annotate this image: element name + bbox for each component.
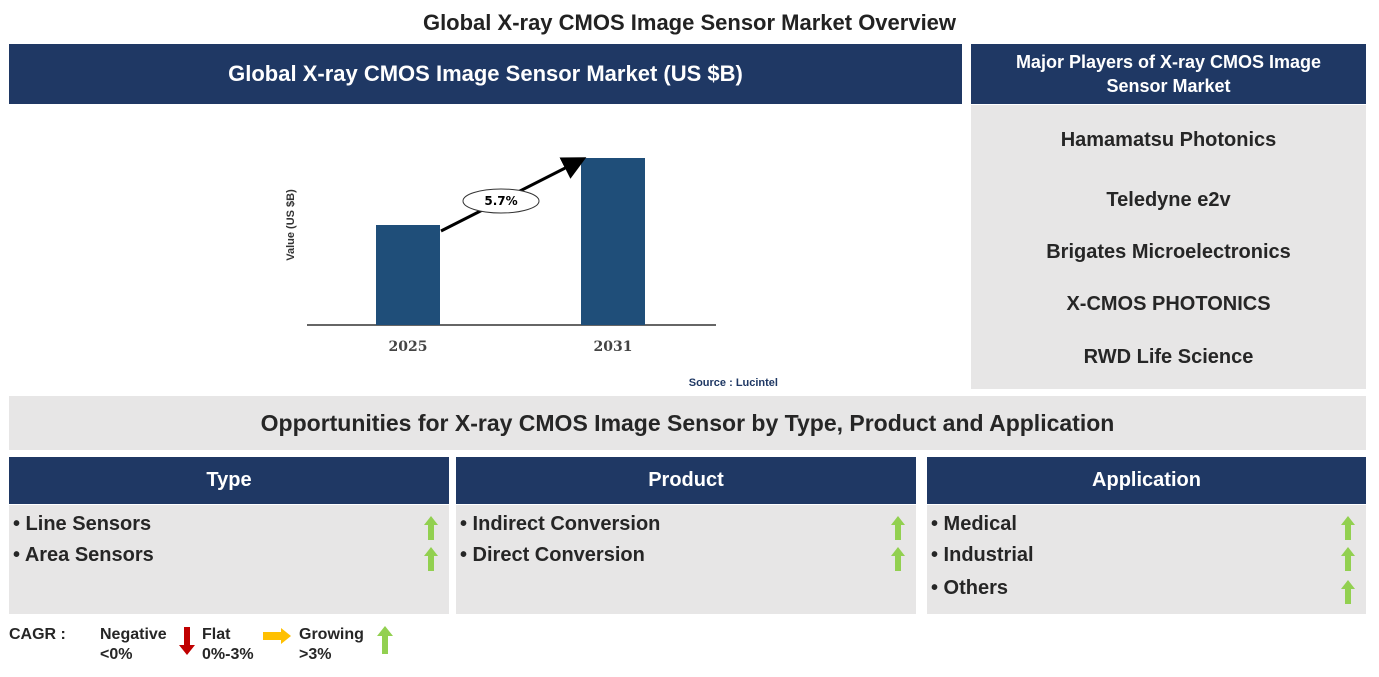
- page-title: Global X-ray CMOS Image Sensor Market Ov…: [422, 10, 957, 35]
- up-arrow-icon: [891, 516, 905, 540]
- down-arrow-icon: [179, 627, 195, 655]
- segment-list: • Indirect Conversion • Direct Conversion: [456, 505, 916, 614]
- players-header: Major Players of X-ray CMOS Image Sensor…: [971, 44, 1366, 104]
- bar-2025: [376, 225, 440, 325]
- right-arrow-icon: [263, 628, 291, 644]
- legend-flat: Flat 0%-3%: [202, 625, 254, 665]
- segment-item: • Line Sensors: [13, 513, 152, 535]
- cagr-ellipse: [462, 188, 540, 214]
- legend-label: CAGR :: [9, 626, 66, 643]
- player-item: Teledyne e2v: [1106, 189, 1231, 211]
- player-item: X-CMOS PHOTONICS: [1066, 293, 1271, 315]
- players-list: Hamamatsu Photonics Teledyne e2v Brigate…: [971, 105, 1366, 389]
- x-tick-label: 2031: [594, 339, 633, 355]
- legend-negative-name: Negative: [100, 626, 167, 643]
- up-arrow-icon: [424, 516, 438, 540]
- market-header: Global X-ray CMOS Image Sensor Market (U…: [9, 44, 962, 104]
- legend-negative-range: <0%: [100, 646, 133, 663]
- segment-item: • Direct Conversion: [460, 544, 645, 566]
- segment-list: • Line Sensors • Area Sensors: [9, 505, 449, 614]
- y-axis-label: Value (US $B): [285, 189, 297, 261]
- segment-item: • Indirect Conversion: [460, 513, 661, 535]
- legend-growing-name: Growing: [299, 626, 364, 643]
- bar-2031: [581, 158, 645, 325]
- up-arrow-icon: [424, 547, 438, 571]
- up-arrow-icon: [1341, 580, 1355, 604]
- opportunities-header: Opportunities for X-ray CMOS Image Senso…: [9, 396, 1366, 450]
- up-arrow-icon: [1341, 547, 1355, 571]
- source-label: Source : Lucintel: [689, 377, 778, 389]
- segment-header: Product: [456, 457, 916, 504]
- legend-negative: Negative <0%: [100, 625, 167, 665]
- segment-header: Type: [9, 457, 449, 504]
- up-arrow-icon: [1341, 516, 1355, 540]
- player-item: Brigates Microelectronics: [1046, 241, 1291, 263]
- player-item: Hamamatsu Photonics: [1060, 129, 1277, 151]
- segment-header: Application: [927, 457, 1366, 504]
- segment-item: • Medical: [931, 513, 1017, 535]
- market-chart: Value (US $B) 2025 2031 5.7% Source : Luc…: [285, 157, 778, 389]
- segment-item: • Area Sensors: [13, 544, 154, 566]
- segment-list: • Medical • Industrial • Others: [927, 505, 1366, 614]
- segment-item: • Others: [931, 577, 1009, 599]
- up-arrow-icon: [377, 626, 393, 654]
- up-arrow-icon: [891, 547, 905, 571]
- legend-growing-range: >3%: [299, 646, 332, 663]
- segment-item: • Industrial: [931, 544, 1034, 566]
- cagr-label: 5.7%: [484, 194, 517, 208]
- legend-growing: Growing >3%: [299, 625, 364, 665]
- legend-flat-name: Flat: [202, 626, 231, 643]
- legend-flat-range: 0%-3%: [202, 646, 254, 663]
- x-tick-label: 2025: [389, 339, 428, 355]
- player-item: RWD Life Science: [1083, 346, 1254, 368]
